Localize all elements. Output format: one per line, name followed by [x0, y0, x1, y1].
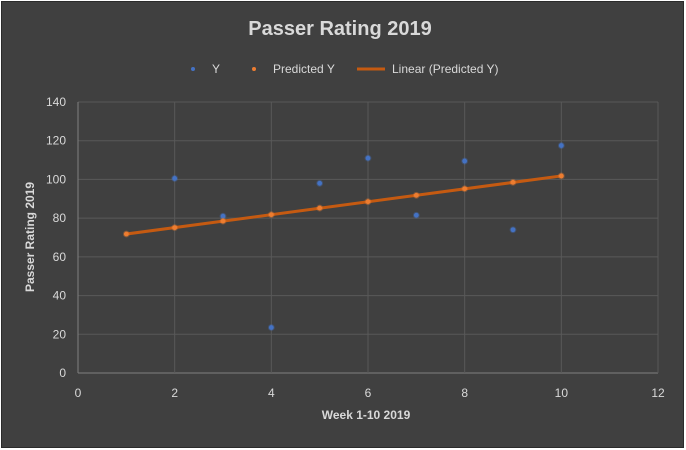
- point-predicted-y: [219, 217, 227, 225]
- point-predicted-y: [509, 178, 517, 186]
- y-tick-label: 60: [53, 250, 67, 264]
- point-y: [219, 212, 227, 220]
- x-tick-label: 0: [75, 386, 82, 400]
- point-predicted-y: [412, 191, 420, 199]
- y-tick-label: 100: [46, 172, 66, 186]
- x-tick-label: 8: [461, 386, 468, 400]
- point-y: [509, 226, 517, 234]
- x-tick-label: 4: [268, 386, 275, 400]
- point-predicted-y: [171, 224, 179, 232]
- point-y: [364, 154, 372, 162]
- point-y: [171, 175, 179, 182]
- y-tick-label: 120: [46, 134, 66, 148]
- y-tick-label: 40: [53, 289, 67, 303]
- x-tick-label: 2: [171, 386, 178, 400]
- point-y: [316, 179, 324, 187]
- y-tick-label: 20: [53, 327, 67, 341]
- legend-marker-predicted-y: [252, 67, 256, 71]
- legend-label-predicted-y: Predicted Y: [273, 62, 335, 76]
- point-y: [412, 211, 420, 219]
- y-tick-label: 0: [59, 366, 66, 380]
- point-y: [267, 324, 275, 331]
- point-y: [461, 157, 469, 165]
- point-predicted-y: [122, 230, 130, 238]
- point-predicted-y: [316, 204, 324, 212]
- y-axis-label: Passer Rating 2019: [23, 182, 37, 292]
- chart-legend: Y Predicted Y Linear (Predicted Y): [191, 62, 499, 76]
- chart-title: Passer Rating 2019: [248, 18, 431, 40]
- x-tick-label: 6: [365, 386, 372, 400]
- trendline-linear-predicted-y: [124, 174, 563, 236]
- x-axis-label: Week 1-10 2019: [322, 408, 411, 422]
- x-tick-label: 12: [651, 386, 665, 400]
- y-tick-label: 80: [53, 211, 67, 225]
- points-layer: [122, 142, 565, 331]
- tick-labels: 0 20 40 60 80 100 120 140 0 2 4 6 8 10 12: [46, 95, 665, 400]
- point-predicted-y: [557, 172, 565, 180]
- legend-marker-y: [191, 67, 195, 71]
- point-predicted-y: [364, 198, 372, 206]
- grid-lines: [77, 101, 659, 374]
- point-y: [557, 142, 565, 149]
- trendline-layer: [124, 174, 563, 236]
- legend-label-linear-predicted-y: Linear (Predicted Y): [392, 62, 499, 76]
- legend-label-y: Y: [212, 62, 220, 76]
- point-predicted-y: [461, 185, 469, 193]
- point-predicted-y: [267, 211, 275, 219]
- x-tick-label: 10: [555, 386, 569, 400]
- y-tick-label: 140: [46, 95, 66, 109]
